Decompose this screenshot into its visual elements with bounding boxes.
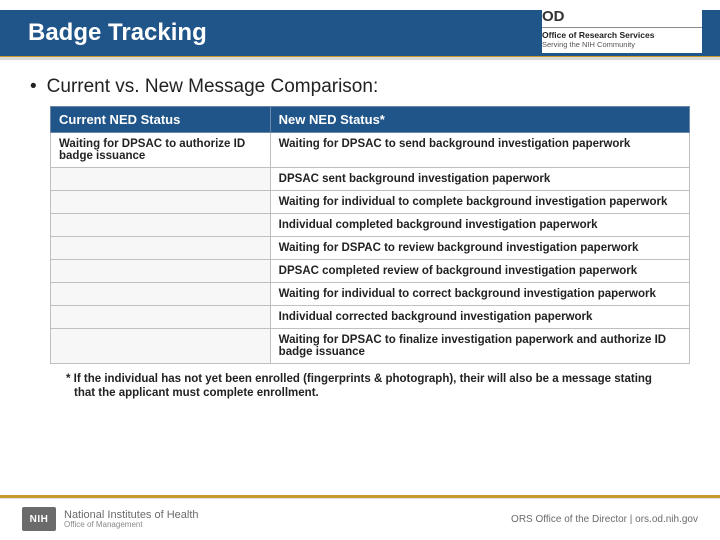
header: Badge Tracking OD Office of Research Ser… (0, 0, 720, 64)
footer-right-text: ORS Office of the Director | ors.od.nih.… (511, 514, 698, 525)
cell-new: Waiting for individual to correct backgr… (270, 283, 689, 306)
page-title: Badge Tracking (0, 19, 207, 47)
table-row: DPSAC completed review of background inv… (51, 260, 690, 283)
cell-new: Waiting for DPSAC to send background inv… (270, 133, 689, 168)
cell-new: Waiting for DPSAC to finalize investigat… (270, 329, 689, 364)
nih-line2: Office of Management (64, 521, 199, 529)
table-body: Waiting for DPSAC to authorize ID badge … (51, 133, 690, 364)
col-header-current: Current NED Status (51, 107, 271, 133)
cell-current: Waiting for DPSAC to authorize ID badge … (51, 133, 271, 168)
nih-line1: National Institutes of Health (64, 510, 199, 521)
cell-new: Individual corrected background investig… (270, 306, 689, 329)
nih-logo-icon: NIH (22, 507, 56, 531)
od-subtitle-2: Serving the NIH Community (542, 40, 702, 49)
footer: NIH National Institutes of Health Office… (0, 498, 720, 540)
nih-text: National Institutes of Health Office of … (64, 510, 199, 529)
cell-new: DPSAC sent background investigation pape… (270, 168, 689, 191)
section-heading: Current vs. New Message Comparison: (30, 76, 690, 98)
cell-current (51, 260, 271, 283)
cell-current (51, 214, 271, 237)
nih-badge: NIH National Institutes of Health Office… (22, 507, 199, 531)
table-row: Waiting for individual to complete backg… (51, 191, 690, 214)
table-row: Waiting for DPSAC to finalize investigat… (51, 329, 690, 364)
cell-current (51, 168, 271, 191)
table-row: Individual completed background investig… (51, 214, 690, 237)
od-block: OD Office of Research Services Serving t… (542, 6, 702, 53)
table-row: Waiting for individual to correct backgr… (51, 283, 690, 306)
cell-current (51, 237, 271, 260)
cell-current (51, 191, 271, 214)
footnote: * If the individual has not yet been enr… (66, 372, 662, 401)
cell-new: Waiting for DSPAC to review background i… (270, 237, 689, 260)
table-row: Waiting for DSPAC to review background i… (51, 237, 690, 260)
cell-new: Individual completed background investig… (270, 214, 689, 237)
od-subtitle-1: Office of Research Services (542, 30, 702, 40)
od-label: OD (542, 8, 702, 28)
cell-current (51, 283, 271, 306)
cell-current (51, 329, 271, 364)
col-header-new: New NED Status* (270, 107, 689, 133)
cell-current (51, 306, 271, 329)
comparison-table: Current NED Status New NED Status* Waiti… (50, 106, 690, 364)
cell-new: Waiting for individual to complete backg… (270, 191, 689, 214)
cell-new: DPSAC completed review of background inv… (270, 260, 689, 283)
table-row: Individual corrected background investig… (51, 306, 690, 329)
table-row: DPSAC sent background investigation pape… (51, 168, 690, 191)
accent-rule (0, 56, 720, 60)
table-header-row: Current NED Status New NED Status* (51, 107, 690, 133)
table-row: Waiting for DPSAC to authorize ID badge … (51, 133, 690, 168)
content-area: Current vs. New Message Comparison: Curr… (0, 64, 720, 401)
